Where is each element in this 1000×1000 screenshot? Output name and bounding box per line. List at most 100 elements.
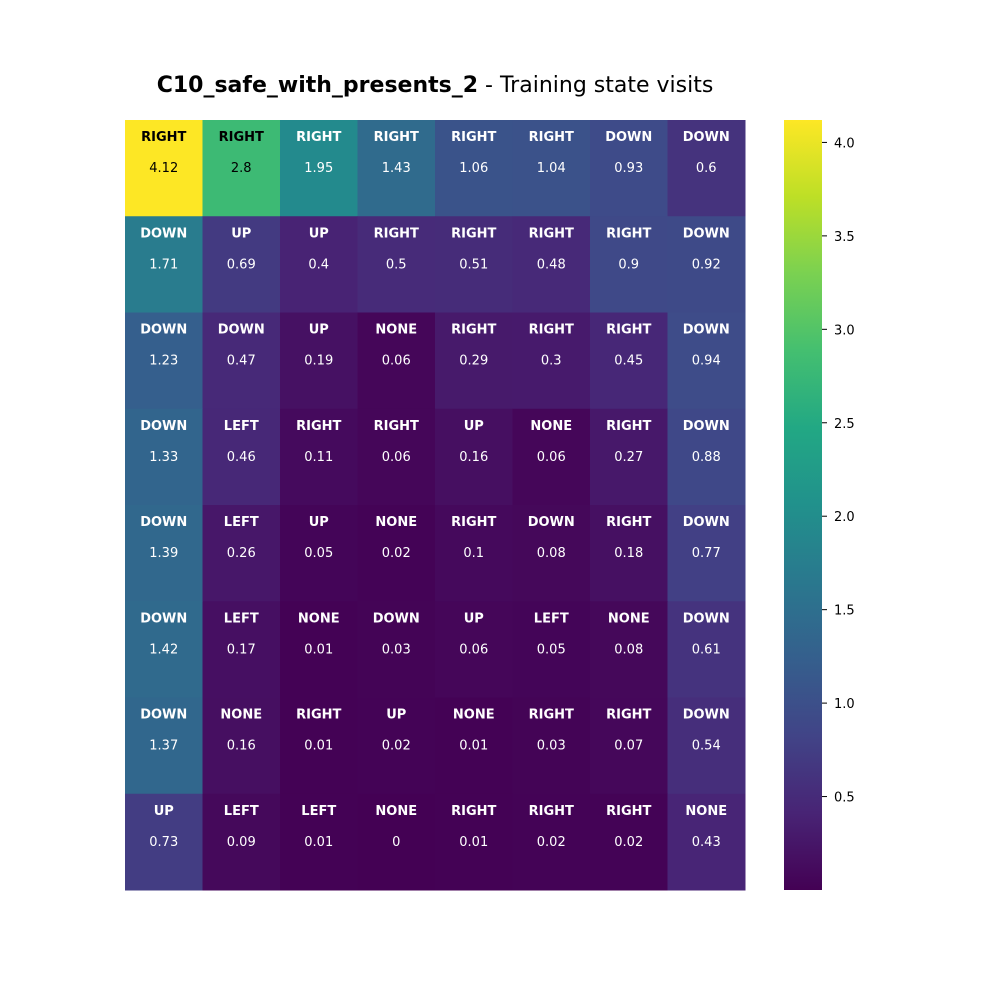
heatmap-cell	[357, 120, 436, 217]
heatmap-cell	[512, 697, 591, 795]
cell-action-label: RIGHT	[374, 419, 419, 434]
heatmap-cell	[435, 408, 513, 506]
heatmap-cell	[202, 601, 281, 698]
heatmap-cell	[280, 216, 358, 313]
cell-value-label: 0.01	[304, 835, 333, 850]
cell-value-label: 0.02	[614, 835, 643, 850]
cell-value-label: 0.11	[304, 450, 333, 465]
cell-value-label: 0.27	[614, 450, 643, 465]
cell-action-label: RIGHT	[451, 323, 496, 338]
cell-action-label: RIGHT	[606, 515, 651, 530]
heatmap-cells: RIGHT 4.12 RIGHT 2.8 RIGHT 1.95 RIGHT 1.43 RIGHT…	[125, 120, 746, 891]
cell-value-label: 0.1	[463, 546, 484, 561]
cell-value-label: 4.12	[149, 161, 178, 176]
cell-action-label: RIGHT	[529, 804, 574, 819]
cell-value-label: 0.06	[382, 354, 411, 369]
cell-value-label: 1.06	[459, 161, 488, 176]
cell-value-label: 0.01	[304, 739, 333, 754]
cell-value-label: 0.05	[537, 642, 566, 657]
cell-value-label: 0.54	[692, 739, 721, 754]
heatmap-cell	[590, 793, 668, 891]
heatmap-cell	[590, 601, 668, 698]
heatmap-cell	[202, 793, 281, 891]
cell-action-label: RIGHT	[296, 130, 341, 145]
cell-action-label: UP	[464, 419, 484, 434]
cell-value-label: 0.08	[614, 642, 643, 657]
cell-action-label: UP	[231, 226, 251, 241]
cell-action-label: DOWN	[140, 323, 187, 338]
heatmap-cell	[435, 697, 513, 795]
cell-action-label: RIGHT	[529, 130, 574, 145]
cell-action-label: LEFT	[224, 804, 259, 819]
heatmap-cell	[512, 505, 591, 602]
cell-value-label: 0.19	[304, 354, 333, 369]
heatmap-cell	[512, 216, 591, 313]
cell-action-label: NONE	[220, 708, 262, 723]
cell-action-label: NONE	[375, 804, 417, 819]
heatmap-cell	[667, 216, 746, 313]
cell-action-label: DOWN	[683, 611, 730, 626]
heatmap-cell	[435, 120, 513, 217]
heatmap-cell	[357, 697, 436, 795]
cell-action-label: DOWN	[683, 323, 730, 338]
cell-action-label: UP	[464, 611, 484, 626]
cell-value-label: 0.16	[227, 739, 256, 754]
cell-value-label: 0.26	[227, 546, 256, 561]
heatmap-cell	[125, 505, 203, 602]
heatmap-cell	[125, 601, 203, 698]
cell-value-label: 0.43	[692, 835, 721, 850]
cell-value-label: 0.5	[386, 257, 407, 272]
cell-value-label: 1.42	[149, 642, 178, 657]
cell-action-label: RIGHT	[451, 515, 496, 530]
cell-value-label: 0.88	[692, 450, 721, 465]
cell-value-label: 1.95	[304, 161, 333, 176]
cell-value-label: 0.08	[537, 546, 566, 561]
heatmap-cell	[125, 408, 203, 506]
cell-value-label: 0.45	[614, 354, 643, 369]
cell-action-label: RIGHT	[529, 708, 574, 723]
cell-action-label: RIGHT	[451, 130, 496, 145]
cell-action-label: DOWN	[140, 515, 187, 530]
heatmap-cell	[357, 505, 436, 602]
cell-value-label: 0.07	[614, 739, 643, 754]
cell-action-label: RIGHT	[451, 804, 496, 819]
cell-value-label: 0.69	[227, 257, 256, 272]
heatmap-cell	[667, 408, 746, 506]
cell-action-label: RIGHT	[374, 226, 419, 241]
heatmap-cell	[280, 312, 358, 410]
cell-value-label: 0.73	[149, 835, 178, 850]
colorbar-tick-label: 3.5	[834, 230, 855, 245]
cell-action-label: DOWN	[683, 130, 730, 145]
colorbar-gradient	[784, 120, 822, 890]
cell-value-label: 0.6	[696, 161, 717, 176]
cell-action-label: DOWN	[140, 226, 187, 241]
cell-action-label: NONE	[453, 708, 495, 723]
heatmap-cell	[125, 312, 203, 410]
heatmap-cell	[667, 312, 746, 410]
heatmap-cell	[435, 505, 513, 602]
cell-value-label: 0.06	[537, 450, 566, 465]
cell-action-label: NONE	[530, 419, 572, 434]
cell-action-label: LEFT	[224, 419, 259, 434]
heatmap-cell	[590, 312, 668, 410]
colorbar-tick-label: 1.0	[834, 697, 855, 712]
heatmap-cell	[202, 505, 281, 602]
cell-value-label: 0.02	[537, 835, 566, 850]
colorbar-tick-label: 1.5	[834, 604, 855, 619]
heatmap-cell	[590, 697, 668, 795]
cell-value-label: 1.33	[149, 450, 178, 465]
cell-action-label: DOWN	[683, 515, 730, 530]
cell-action-label: RIGHT	[606, 708, 651, 723]
cell-value-label: 0.46	[227, 450, 256, 465]
cell-value-label: 0.93	[614, 161, 643, 176]
heatmap-cell	[202, 120, 281, 217]
cell-action-label: RIGHT	[606, 804, 651, 819]
cell-action-label: LEFT	[224, 611, 259, 626]
cell-action-label: UP	[154, 804, 174, 819]
cell-action-label: RIGHT	[296, 708, 341, 723]
heatmap-cell	[125, 793, 203, 891]
cell-action-label: RIGHT	[141, 130, 186, 145]
cell-value-label: 0.16	[459, 450, 488, 465]
cell-value-label: 1.39	[149, 546, 178, 561]
cell-action-label: DOWN	[605, 130, 652, 145]
